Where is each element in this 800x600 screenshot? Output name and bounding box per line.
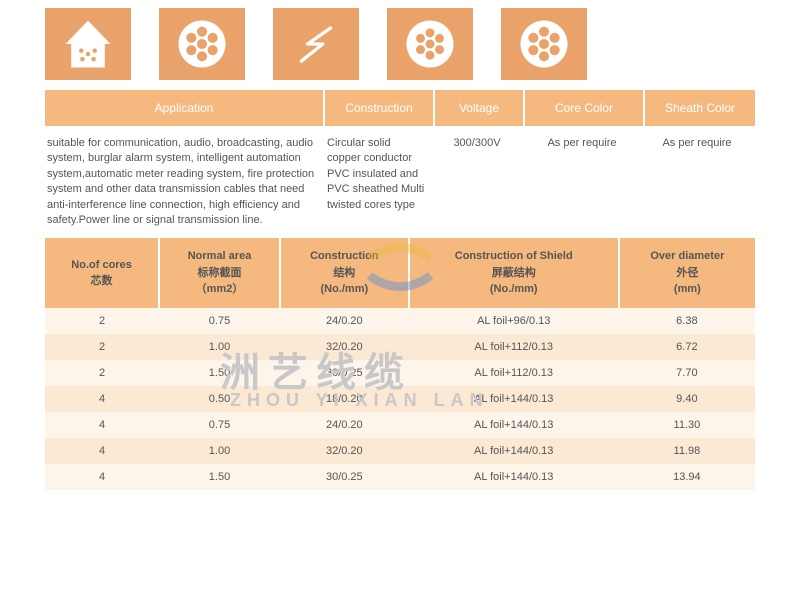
table-cell: AL foil+112/0.13 bbox=[409, 360, 619, 386]
table-cell: 9.40 bbox=[619, 386, 755, 412]
table-cell: 6.38 bbox=[619, 308, 755, 334]
table-cell: 4 bbox=[45, 412, 159, 438]
spec-header-row: Application Construction Voltage Core Co… bbox=[45, 90, 755, 126]
table-cell: AL foil+144/0.13 bbox=[409, 464, 619, 490]
table-cell: AL foil+144/0.13 bbox=[409, 386, 619, 412]
content-sheath-color: As per require bbox=[645, 132, 755, 228]
content-voltage: 300/300V bbox=[435, 132, 525, 228]
table-cell: 11.30 bbox=[619, 412, 755, 438]
table-row: 21.5030/0.25AL foil+112/0.137.70 bbox=[45, 360, 755, 386]
table-column-header: Construction of Shield屏蔽结构(No./mm) bbox=[409, 238, 619, 308]
table-cell: 32/0.20 bbox=[280, 334, 409, 360]
content-application: suitable for communication, audio, broad… bbox=[45, 132, 325, 228]
table-row: 41.0032/0.20AL foil+144/0.1311.98 bbox=[45, 438, 755, 464]
content-core-color: As per require bbox=[525, 132, 645, 228]
table-column-header: Construction结构(No./mm) bbox=[280, 238, 409, 308]
data-table: No.of cores芯数Normal area标称截面（mm2）Constru… bbox=[45, 238, 755, 490]
table-cell: 32/0.20 bbox=[280, 438, 409, 464]
table-cell: 30/0.25 bbox=[280, 464, 409, 490]
icon-cable-7 bbox=[387, 8, 473, 80]
table-cell: 0.75 bbox=[159, 412, 280, 438]
header-core-color: Core Color bbox=[525, 90, 645, 126]
table-cell: 4 bbox=[45, 438, 159, 464]
table-head: No.of cores芯数Normal area标称截面（mm2）Constru… bbox=[45, 238, 755, 308]
table-cell: AL foil+96/0.13 bbox=[409, 308, 619, 334]
table-cell: 11.98 bbox=[619, 438, 755, 464]
table-cell: 13.94 bbox=[619, 464, 755, 490]
table-cell: 6.72 bbox=[619, 334, 755, 360]
icon-row bbox=[0, 0, 800, 84]
table-row: 20.7524/0.20AL foil+96/0.136.38 bbox=[45, 308, 755, 334]
table-cell: AL foil+144/0.13 bbox=[409, 438, 619, 464]
table-cell: 24/0.20 bbox=[280, 308, 409, 334]
table-row: 21.0032/0.20AL foil+112/0.136.72 bbox=[45, 334, 755, 360]
table-cell: 0.50 bbox=[159, 386, 280, 412]
table-cell: 1.00 bbox=[159, 438, 280, 464]
table-cell: 24/0.20 bbox=[280, 412, 409, 438]
table-body: 20.7524/0.20AL foil+96/0.136.3821.0032/0… bbox=[45, 308, 755, 490]
table-cell: 2 bbox=[45, 308, 159, 334]
table-row: 40.5018/0.20AL foil+144/0.139.40 bbox=[45, 386, 755, 412]
spec-content-row: suitable for communication, audio, broad… bbox=[45, 126, 755, 238]
table-column-header: Over diameter外径(mm) bbox=[619, 238, 755, 308]
header-sheath-color: Sheath Color bbox=[645, 90, 755, 126]
table-column-header: Normal area标称截面（mm2） bbox=[159, 238, 280, 308]
header-application: Application bbox=[45, 90, 325, 126]
icon-house bbox=[45, 8, 131, 80]
table-cell: AL foil+112/0.13 bbox=[409, 334, 619, 360]
table-cell: 4 bbox=[45, 386, 159, 412]
table-cell: 1.50 bbox=[159, 464, 280, 490]
table-cell: 1.50 bbox=[159, 360, 280, 386]
table-column-header: No.of cores芯数 bbox=[45, 238, 159, 308]
table-cell: 7.70 bbox=[619, 360, 755, 386]
table-cell: 2 bbox=[45, 360, 159, 386]
table-cell: 2 bbox=[45, 334, 159, 360]
table-row: 41.5030/0.25AL foil+144/0.1313.94 bbox=[45, 464, 755, 490]
header-construction: Construction bbox=[325, 90, 435, 126]
table-cell: 1.00 bbox=[159, 334, 280, 360]
content-construction: Circular solid copper conductor PVC insu… bbox=[325, 132, 435, 228]
table-cell: 0.75 bbox=[159, 308, 280, 334]
table-cell: 18/0.20 bbox=[280, 386, 409, 412]
table-cell: 4 bbox=[45, 464, 159, 490]
header-voltage: Voltage bbox=[435, 90, 525, 126]
icon-cable-6 bbox=[159, 8, 245, 80]
icon-cable-6b bbox=[501, 8, 587, 80]
icon-lightning bbox=[273, 8, 359, 80]
table-row: 40.7524/0.20AL foil+144/0.1311.30 bbox=[45, 412, 755, 438]
table-cell: AL foil+144/0.13 bbox=[409, 412, 619, 438]
table-cell: 30/0.25 bbox=[280, 360, 409, 386]
